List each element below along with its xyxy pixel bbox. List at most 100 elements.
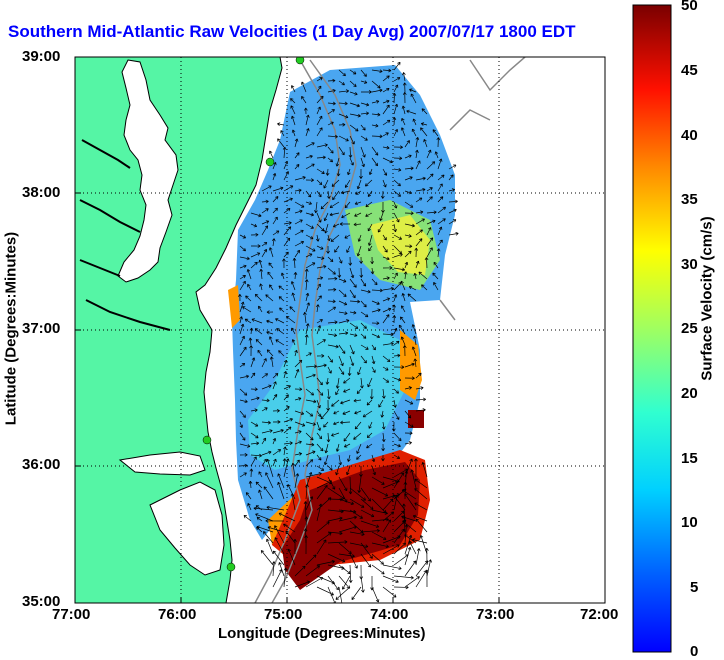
arrow-icon: [448, 164, 457, 170]
arrow-icon: [338, 476, 348, 492]
arrow-icon: [371, 344, 376, 351]
arrow-icon: [380, 410, 385, 418]
arrow-icon: [261, 199, 269, 204]
arrow-icon: [348, 256, 353, 266]
arrow-icon: [382, 256, 390, 261]
arrow-icon: [277, 473, 285, 489]
arrow-icon: [304, 334, 309, 346]
arrow-icon: [265, 519, 285, 523]
arrow-icon: [283, 185, 294, 192]
arrow-icon: [404, 190, 412, 195]
arrow-icon: [283, 160, 289, 170]
arrow-icon: [283, 221, 292, 225]
arrow-icon: [248, 337, 253, 346]
isobath-contour: [271, 59, 357, 603]
arrow-icon: [261, 373, 268, 379]
arrow-icon: [327, 157, 334, 163]
arrow-icon: [338, 366, 345, 375]
arrow-icon: [393, 472, 404, 489]
arrow-icon: [356, 454, 362, 460]
arrow-icon: [338, 454, 343, 466]
arrow-icon: [393, 77, 401, 82]
arrow-icon: [250, 357, 256, 368]
arrow-icon: [426, 149, 432, 159]
isobath-contour: [439, 57, 526, 321]
arrow-icon: [371, 509, 388, 515]
arrow-icon: [265, 294, 274, 302]
arrow-icon: [404, 166, 414, 171]
arrow-icon: [331, 432, 340, 437]
arrow-icon: [327, 540, 348, 544]
arrow-icon: [360, 377, 364, 389]
arrow-icon: [371, 487, 389, 497]
arrow-icon: [393, 168, 402, 172]
arrow-icon: [400, 280, 406, 291]
arrow-icon: [239, 275, 246, 280]
arrow-icon: [244, 318, 252, 324]
arrow-icon: [434, 151, 439, 159]
arrow-icon: [283, 394, 289, 401]
arrow-icon: [343, 388, 351, 393]
arrow-icon: [332, 223, 340, 228]
arrow-icon: [277, 481, 285, 500]
arrow-icon: [415, 187, 426, 192]
arrow-icon: [294, 421, 306, 427]
arrow-icon: [294, 368, 300, 379]
arrow-icon: [437, 196, 444, 203]
arrow-icon: [254, 293, 263, 302]
arrow-icon: [437, 183, 443, 192]
arrow-icon: [414, 478, 428, 489]
arrow-icon: [337, 267, 342, 278]
arrow-icon: [316, 339, 326, 346]
arrow-icon: [250, 456, 257, 467]
arrow-icon: [338, 146, 345, 156]
arrow-icon: [258, 259, 263, 269]
arrow-icon: [338, 278, 347, 283]
x-tick-label: 75:00: [264, 606, 303, 623]
arrow-icon: [277, 138, 285, 148]
arrow-icon: [305, 364, 317, 369]
arrow-icon: [393, 190, 402, 197]
arrow-icon: [404, 261, 409, 269]
arrow-icon: [382, 266, 393, 270]
arrow-icon: [316, 276, 324, 280]
arrow-icon: [326, 432, 331, 443]
arrow-icon: [304, 268, 309, 280]
arrow-icon: [360, 509, 375, 518]
arrow-icon: [326, 245, 330, 254]
arrow-icon: [340, 420, 351, 425]
arrow-icon: [305, 472, 322, 478]
arrow-icon: [250, 223, 258, 228]
arrow-icon: [381, 454, 385, 462]
arrow-icon: [305, 410, 314, 417]
arrow-icon: [327, 109, 335, 115]
arrow-icon: [393, 494, 399, 511]
arrow-icon: [239, 264, 247, 269]
arrow-icon: [275, 339, 285, 346]
arrow-icon: [287, 548, 296, 566]
arrow-icon: [364, 179, 373, 187]
arrow-icon: [426, 219, 436, 225]
arrow-icon: [335, 586, 351, 600]
arrow-icon: [392, 304, 396, 313]
arrow-icon: [360, 355, 367, 364]
arrow-icon: [316, 399, 321, 409]
arrow-icon: [432, 272, 439, 280]
arrow-icon: [382, 388, 386, 399]
arrow-icon: [402, 72, 406, 82]
arrow-icon: [360, 520, 380, 528]
arrow-icon: [249, 468, 254, 478]
arrow-icon: [371, 157, 379, 167]
arrow-icon: [436, 248, 441, 258]
arrow-icon: [393, 272, 398, 280]
arrow-icon: [382, 87, 390, 93]
arrow-icon: [382, 179, 387, 188]
arrow-icon: [261, 398, 270, 403]
arrow-icon: [338, 344, 346, 354]
arrow-icon: [404, 493, 417, 511]
arrow-icon: [400, 127, 406, 137]
arrow-icon: [371, 100, 380, 104]
arrow-icon: [418, 271, 428, 280]
arrow-icon: [316, 521, 330, 533]
arrow-icon: [393, 542, 406, 555]
